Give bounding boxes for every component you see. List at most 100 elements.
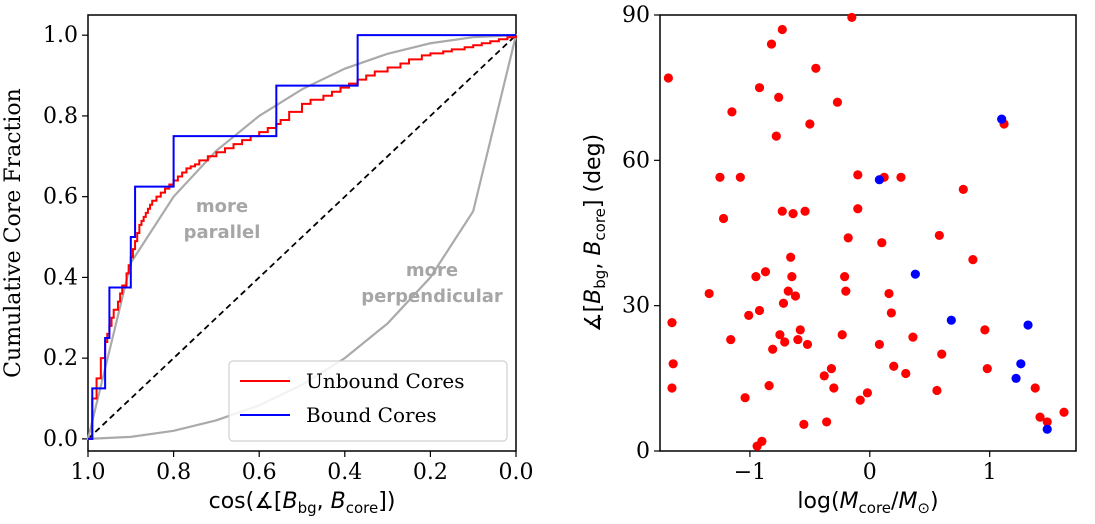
left-x-tick-label: 0.6 (242, 460, 277, 485)
point-unbound-cores (740, 393, 750, 403)
point-unbound-cores (840, 272, 850, 282)
legend: Unbound Cores Bound Cores (228, 360, 508, 442)
right-y-tick-label: 60 (622, 148, 650, 173)
lx-part-1: cos(∡[ (209, 489, 283, 514)
ry-part-6: core (591, 208, 609, 241)
point-bound-cores (1011, 373, 1021, 383)
point-unbound-cores (980, 325, 990, 335)
left-y-tick-label: 0.2 (43, 346, 78, 371)
point-unbound-cores (777, 24, 787, 35)
left-x-tick-label: 0.8 (156, 460, 191, 485)
point-unbound-cores (795, 325, 805, 335)
point-unbound-cores (766, 39, 777, 49)
point-unbound-cores (667, 318, 677, 328)
left-chart-panel: 1.0 0.8 0.6 0.4 0.2 0.0 0.0 0.2 0.4 0.6 0.8 1.0 mor… (1, 14, 534, 517)
point-unbound-cores (793, 334, 803, 345)
series-bound-cores (88, 34, 516, 440)
point-unbound-cores (704, 288, 714, 299)
left-y-axis-label: Cumulative Core Fraction (1, 88, 26, 378)
point-bound-cores (1042, 424, 1052, 434)
point-unbound-cores (819, 371, 829, 381)
rx-part-1: log( (797, 489, 839, 514)
left-x-tick-label: 1.0 (71, 460, 106, 485)
left-y-tick-label: 0.8 (43, 104, 78, 129)
right-axis-ticks: −1 0 1 0 30 60 90 (622, 3, 997, 485)
left-axis-ticks: 1.0 0.8 0.6 0.4 0.2 0.0 0.0 0.2 0.4 0.6 0.8 1.0 (43, 23, 534, 485)
ry-part-1: ∡[ (581, 304, 606, 332)
annotation-parallel-line1: more (196, 196, 248, 217)
point-unbound-cores (783, 286, 793, 296)
point-unbound-cores (780, 337, 790, 347)
lx-part-5: B (331, 489, 346, 514)
point-unbound-cores (668, 359, 678, 369)
point-unbound-cores (775, 330, 785, 340)
left-y-tick-label: 0.6 (43, 185, 78, 210)
point-unbound-cores (751, 272, 761, 282)
point-unbound-cores (841, 286, 851, 296)
point-unbound-cores (832, 97, 843, 107)
point-bound-cores (1016, 359, 1026, 369)
point-unbound-cores (663, 73, 673, 83)
point-unbound-cores (853, 170, 863, 180)
point-unbound-cores (886, 308, 896, 318)
point-unbound-cores (768, 344, 778, 354)
rx-part-4: / (891, 489, 899, 514)
right-y-axis-label: ∡[Bbg, Bcore] (deg) (581, 134, 609, 332)
point-unbound-cores (829, 383, 839, 393)
left-y-tick-label: 1.0 (43, 23, 78, 48)
left-x-tick-label: 0.4 (327, 460, 362, 485)
point-unbound-cores (822, 417, 832, 427)
point-unbound-cores (774, 92, 784, 102)
right-y-tick-label: 30 (622, 294, 650, 319)
point-unbound-cores (799, 419, 809, 429)
right-x-tick-label: 1 (983, 460, 997, 485)
right-y-tick-label: 90 (622, 3, 650, 28)
lx-part-4: , (317, 489, 331, 514)
point-unbound-cores (889, 361, 899, 371)
lx-part-6: core (346, 499, 379, 517)
right-x-tick-label: 0 (863, 460, 877, 485)
point-unbound-cores (853, 204, 863, 214)
point-unbound-cores (884, 288, 894, 299)
legend-label-bound: Bound Cores (306, 403, 437, 427)
annotation-more-perpendicular: more perpendicular (361, 260, 503, 307)
point-unbound-cores (715, 172, 725, 182)
right-x-axis-label: log(Mcore/M⊙) (797, 489, 938, 517)
point-bound-cores (910, 269, 920, 279)
point-unbound-cores (788, 209, 798, 219)
point-unbound-cores (771, 131, 781, 141)
legend-label-unbound: Unbound Cores (306, 369, 465, 393)
right-plot-frame (659, 14, 1077, 452)
point-unbound-cores (787, 272, 797, 282)
point-unbound-cores (874, 339, 884, 350)
right-y-tick-label: 0 (636, 439, 650, 464)
point-unbound-cores (727, 107, 737, 117)
point-unbound-cores (757, 436, 767, 446)
point-unbound-cores (800, 206, 810, 216)
lx-part-3: bg (298, 499, 317, 517)
ry-part-4: , (581, 256, 606, 270)
series-reference-parallel (86, 34, 518, 440)
point-unbound-cores (777, 206, 787, 216)
point-unbound-cores (786, 252, 796, 262)
point-unbound-cores (778, 298, 789, 308)
point-unbound-cores (1035, 412, 1045, 422)
point-bound-cores (1023, 320, 1033, 330)
point-unbound-cores (760, 267, 771, 277)
point-unbound-cores (982, 364, 992, 374)
rx-part-5: M (898, 489, 917, 514)
point-unbound-cores (802, 339, 813, 350)
right-scatter-points (663, 12, 1069, 451)
point-unbound-cores (754, 305, 765, 316)
series-unbound-cores (88, 35, 517, 440)
point-unbound-cores (896, 172, 906, 182)
ry-part-5: B (581, 241, 606, 256)
point-unbound-cores (1059, 407, 1069, 417)
point-unbound-cores (934, 230, 944, 241)
point-unbound-cores (805, 119, 815, 129)
point-unbound-cores (735, 172, 745, 182)
point-unbound-cores (968, 255, 978, 265)
point-unbound-cores (847, 12, 857, 23)
point-unbound-cores (764, 381, 774, 391)
